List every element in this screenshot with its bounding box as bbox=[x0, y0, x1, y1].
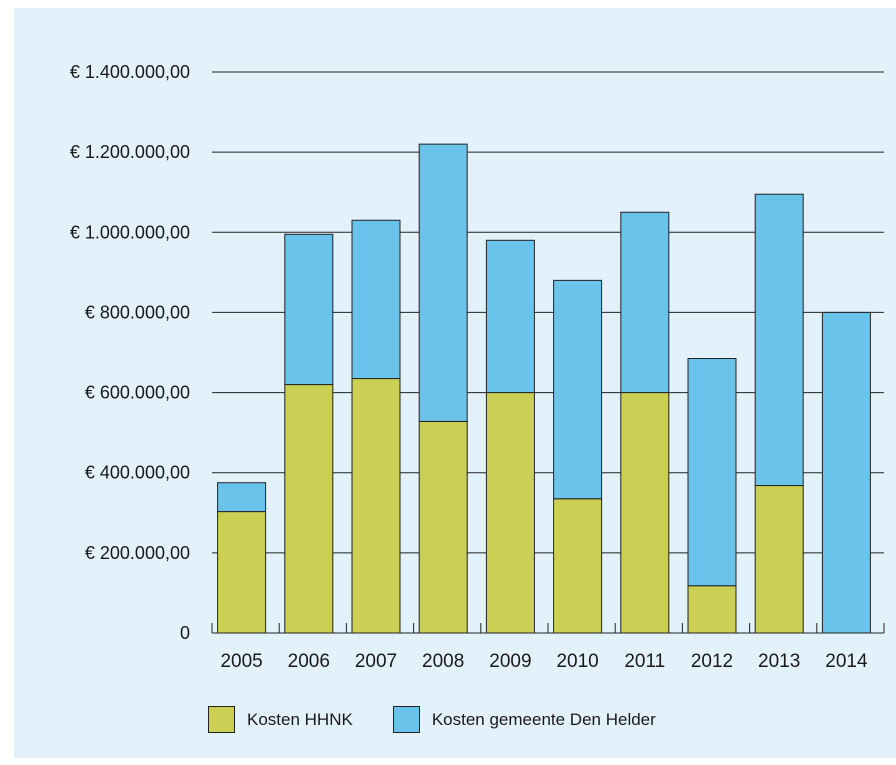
y-tick-label-4: € 800.000,00 bbox=[85, 302, 190, 322]
bar-hhnk-2013 bbox=[754, 485, 804, 634]
bar-den-helder-2014 bbox=[821, 311, 871, 634]
bar-hhnk-2011 bbox=[620, 392, 670, 634]
bar-hhnk-2005 bbox=[217, 511, 267, 634]
y-tick-label-7: € 1.400.000,00 bbox=[70, 62, 190, 82]
x-tick-label-2009: 2009 bbox=[489, 651, 531, 672]
y-tick-label-3: € 600.000,00 bbox=[85, 383, 190, 403]
stacked-bar-chart: 0 € 200.000,00 € 400.000,00 € 600.000,00 € 8… bbox=[70, 62, 885, 672]
y-tick-label-6: € 1.200.000,00 bbox=[70, 142, 190, 162]
legend: Kosten HHNK Kosten gemeente Den Helder bbox=[208, 706, 696, 733]
bar-den-helder-2005 bbox=[217, 482, 267, 513]
legend-item-den-helder: Kosten gemeente Den Helder bbox=[392, 706, 656, 733]
legend-label-den-helder: Kosten gemeente Den Helder bbox=[431, 709, 656, 729]
x-tick-label-2008: 2008 bbox=[422, 651, 464, 672]
axes bbox=[211, 623, 885, 634]
bar-den-helder-2006 bbox=[284, 233, 334, 386]
bar-hhnk-2009 bbox=[485, 392, 535, 634]
x-tick-label-2014: 2014 bbox=[825, 651, 868, 672]
legend-label-hhnk: Kosten HHNK bbox=[247, 709, 353, 729]
bar-hhnk-2012 bbox=[687, 585, 737, 634]
legend-swatch-hhnk bbox=[208, 706, 235, 733]
x-tick-label-2005: 2005 bbox=[220, 651, 262, 672]
x-tick-label-2011: 2011 bbox=[624, 651, 665, 672]
bar-den-helder-2011 bbox=[620, 211, 670, 394]
x-tick-label-2007: 2007 bbox=[355, 651, 397, 672]
bar-den-helder-2007 bbox=[351, 219, 401, 380]
y-axis-tick-labels: 0 € 200.000,00 € 400.000,00 € 600.000,00 € 8… bbox=[70, 62, 190, 643]
bar-hhnk-2006 bbox=[284, 384, 334, 634]
y-tick-label-0: 0 bbox=[180, 623, 190, 643]
legend-swatch-den-helder bbox=[392, 706, 420, 733]
bar-den-helder-2010 bbox=[553, 279, 603, 500]
bar-hhnk-2010 bbox=[553, 498, 603, 634]
bars bbox=[217, 143, 871, 634]
bar-den-helder-2012 bbox=[687, 358, 737, 587]
y-tick-label-5: € 1.000.000,00 bbox=[70, 222, 190, 242]
bar-hhnk-2007 bbox=[351, 378, 401, 634]
x-tick-label-2013: 2013 bbox=[758, 651, 800, 672]
y-tick-label-1: € 200.000,00 bbox=[85, 543, 190, 563]
y-tick-label-2: € 400.000,00 bbox=[85, 463, 190, 483]
x-tick-label-2010: 2010 bbox=[556, 651, 598, 672]
x-axis-tick-labels: 2005 2006 2007 2008 2009 2010 2011 2012 2013 2014 bbox=[220, 651, 868, 672]
bar-den-helder-2008 bbox=[418, 143, 468, 422]
x-tick-label-2012: 2012 bbox=[691, 651, 733, 672]
bar-den-helder-2009 bbox=[485, 239, 535, 394]
bar-hhnk-2008 bbox=[418, 420, 468, 634]
legend-item-hhnk: Kosten HHNK bbox=[208, 706, 353, 733]
bar-den-helder-2013 bbox=[754, 193, 804, 487]
x-tick-label-2006: 2006 bbox=[288, 651, 330, 672]
